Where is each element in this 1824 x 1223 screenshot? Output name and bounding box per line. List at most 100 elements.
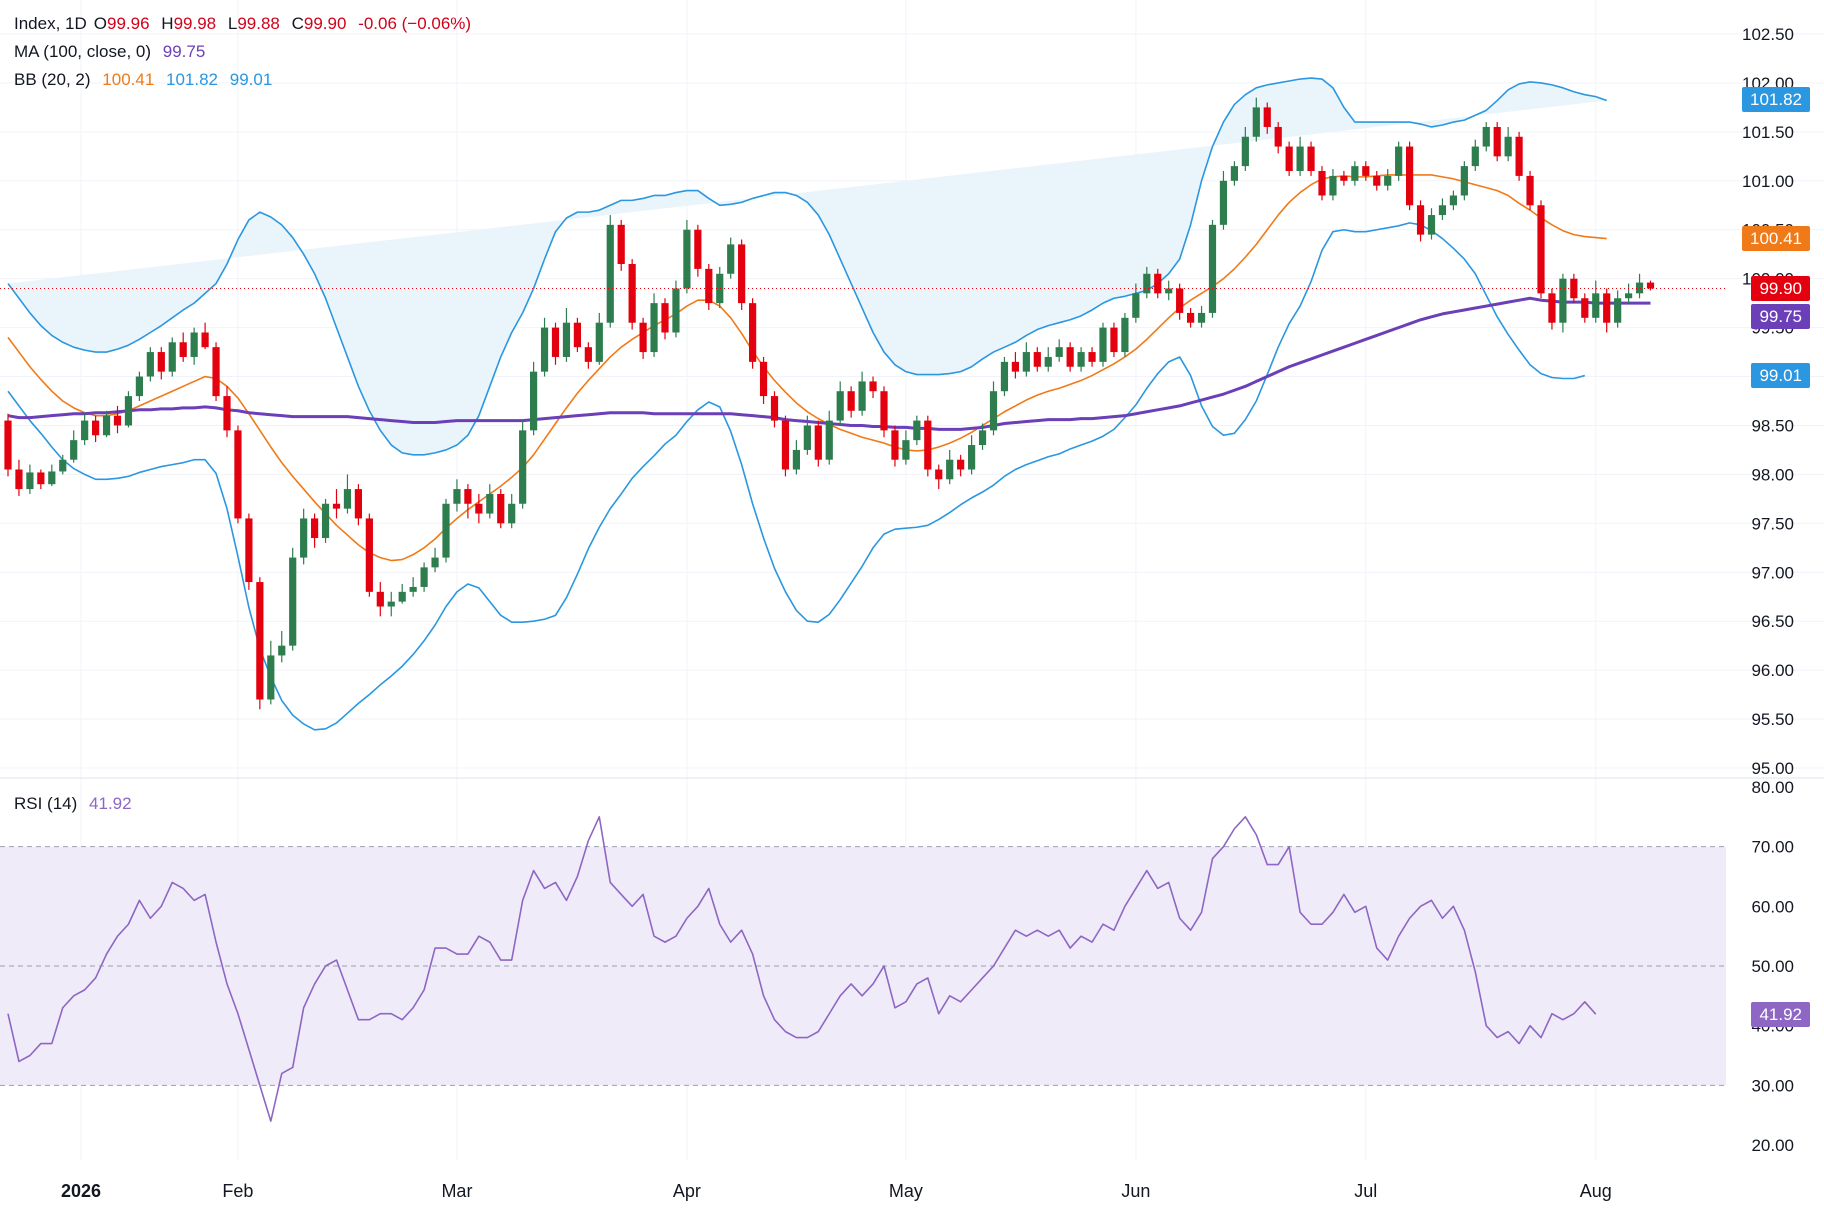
open-value: 99.96 [107,14,150,33]
candle-body [1482,126,1490,147]
low-value: 99.88 [237,14,280,33]
candle-body [727,244,735,274]
price-tick-label: 102.50 [1742,25,1794,44]
candle-body [1285,146,1293,172]
time-tick-label: Apr [673,1181,701,1201]
candle [1537,200,1545,299]
price-tick-label: 101.00 [1742,172,1794,191]
candle-body [551,327,560,357]
candle [803,415,811,455]
rsi-tag: 41.92 [1751,1002,1810,1027]
price-axis[interactable]: 102.50102.00101.50101.00100.50100.0099.5… [1742,25,1794,778]
candlesticks[interactable] [4,97,1655,710]
candle-body [190,332,198,357]
candle [639,317,647,359]
candle-body [311,518,319,539]
bb-lower-line [7,222,1586,731]
candle [508,493,516,529]
candle-body [1110,327,1118,353]
candle [1110,322,1118,357]
high-label: H [161,14,174,33]
candle [540,317,549,377]
candle-body [486,493,494,514]
candle [847,386,855,418]
candle [1504,126,1512,162]
candle [551,322,560,365]
candle [858,371,866,416]
candle [102,410,111,438]
candle [1384,169,1392,191]
candle-body [639,322,647,353]
rsi-tick-label: 70.00 [1751,838,1794,857]
candle-body [113,415,122,426]
time-axis[interactable]: 2026 Feb Mar Apr May Jun Jul Aug [61,1181,1612,1201]
candle-body [1384,175,1392,186]
candle-body [1274,126,1282,147]
candle-body [321,503,330,539]
candle [705,263,713,310]
time-tick-label: May [889,1181,923,1201]
candle-body [836,391,844,421]
candle [617,219,625,271]
candle-body [540,327,549,372]
candle-body [431,557,439,568]
candle [1482,122,1490,152]
candle-body [1471,146,1479,167]
candle [365,513,373,597]
candle-body [1603,293,1611,323]
bb-label: BB (20, 2) [14,70,91,89]
candle [70,430,78,463]
candle [781,415,790,477]
candle [1614,290,1622,328]
candle [146,347,154,382]
candle-body [1263,107,1271,127]
open-label: O [93,14,107,33]
candle-body [1143,273,1151,294]
candle-body [1625,293,1633,299]
candle-body [968,445,976,470]
candle-body [716,273,724,304]
candle [1252,97,1260,142]
candle-body [1044,356,1052,367]
time-tick-label: Jul [1354,1181,1377,1201]
candle-body [387,601,395,607]
candle [1449,190,1457,211]
candle-body [1219,180,1228,225]
rsi-legend: RSI (14) 41.92 [14,794,139,814]
candle [442,498,450,563]
candle-body [770,396,779,421]
candle-body [201,332,209,348]
candle [650,293,658,357]
candle [1592,280,1600,323]
close-value: 99.90 [303,14,347,33]
rsi-tick-label: 20.00 [1751,1136,1794,1155]
candle [935,464,943,490]
candle-body [212,347,220,397]
candle-body [398,591,406,602]
rsi-band-fill [0,846,1726,1086]
ma-label: MA (100, close, 0) [14,42,152,61]
candle-body [1635,282,1644,294]
time-tick-label: Aug [1580,1181,1612,1201]
candle [749,298,757,369]
candle [113,405,122,434]
candle [1318,166,1326,201]
candle-body [26,472,34,490]
rsi-tick-label: 50.00 [1751,957,1794,976]
candle [1340,171,1348,186]
candle [1263,102,1271,134]
bb-mid-tag: 100.41 [1742,226,1810,251]
candle-body [989,391,998,431]
candle [661,298,669,340]
price-tick-label: 101.50 [1742,123,1794,142]
close-price-tag: 99.90 [1751,276,1810,301]
candle-body [595,322,603,362]
candle [727,237,735,279]
candle-body [1548,293,1556,323]
candle [1460,161,1468,201]
ma-value: 99.75 [162,42,206,61]
candle [1362,161,1370,181]
candle [354,484,362,526]
